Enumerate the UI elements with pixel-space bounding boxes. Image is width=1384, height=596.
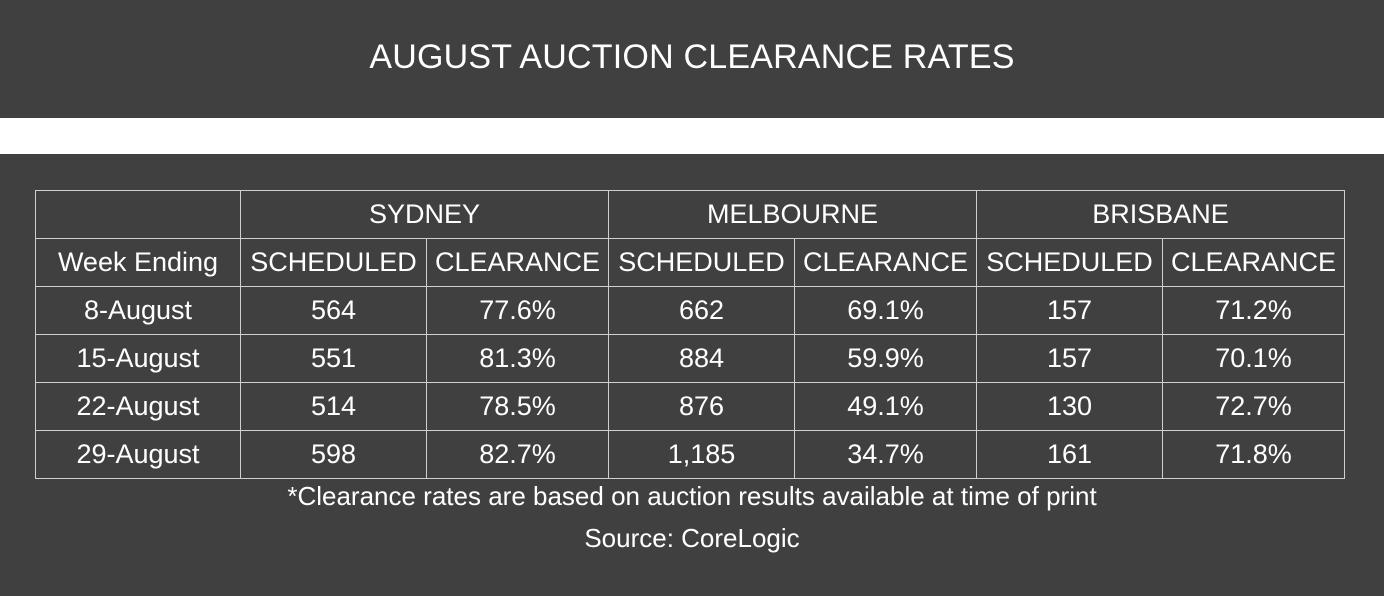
sydney-clearance-header: CLEARANCE <box>426 238 609 287</box>
melbourne-clearance-header: CLEARANCE <box>794 238 977 287</box>
source-credit: Source: CoreLogic <box>584 523 800 553</box>
melbourne-scheduled-cell: 876 <box>608 382 795 431</box>
week-ending-header: Week Ending <box>35 238 241 287</box>
brisbane-scheduled-header: SCHEDULED <box>976 238 1163 287</box>
melbourne-clearance-cell: 59.9% <box>794 334 977 383</box>
sydney-clearance-cell: 77.6% <box>426 286 609 335</box>
sydney-clearance-cell: 78.5% <box>426 382 609 431</box>
melbourne-clearance-cell: 34.7% <box>794 430 977 479</box>
clearance-table: SYDNEY MELBOURNE BRISBANE Week Ending SC… <box>35 190 1345 479</box>
week-cell: 29-August <box>35 430 241 479</box>
melbourne-scheduled-cell: 1,185 <box>608 430 795 479</box>
week-cell: 22-August <box>35 382 241 431</box>
table-row: 29-August 598 82.7% 1,185 34.7% 161 71.8% <box>35 430 1345 479</box>
melbourne-scheduled-header: SCHEDULED <box>608 238 795 287</box>
melbourne-clearance-cell: 69.1% <box>794 286 977 335</box>
sydney-scheduled-cell: 598 <box>240 430 427 479</box>
header-panel: AUGUST AUCTION CLEARANCE RATES <box>0 0 1384 118</box>
clearance-note: *Clearance rates are based on auction re… <box>287 481 1097 511</box>
brisbane-clearance-cell: 71.8% <box>1162 430 1345 479</box>
sydney-scheduled-cell: 551 <box>240 334 427 383</box>
sydney-clearance-cell: 82.7% <box>426 430 609 479</box>
table-row: 8-August 564 77.6% 662 69.1% 157 71.2% <box>35 286 1345 335</box>
sydney-scheduled-cell: 564 <box>240 286 427 335</box>
table-row: 15-August 551 81.3% 884 59.9% 157 70.1% <box>35 334 1345 383</box>
brisbane-scheduled-cell: 157 <box>976 334 1163 383</box>
empty-corner-cell <box>35 190 241 239</box>
brisbane-clearance-cell: 70.1% <box>1162 334 1345 383</box>
page-title: AUGUST AUCTION CLEARANCE RATES <box>369 38 1015 76</box>
city-header-melbourne: MELBOURNE <box>608 190 977 239</box>
city-header-sydney: SYDNEY <box>240 190 609 239</box>
sydney-scheduled-header: SCHEDULED <box>240 238 427 287</box>
city-header-row: SYDNEY MELBOURNE BRISBANE <box>35 190 1345 239</box>
brisbane-scheduled-cell: 157 <box>976 286 1163 335</box>
table-row: 22-August 514 78.5% 876 49.1% 130 72.7% <box>35 382 1345 431</box>
brisbane-clearance-cell: 72.7% <box>1162 382 1345 431</box>
week-cell: 15-August <box>35 334 241 383</box>
white-divider-band <box>0 118 1384 154</box>
melbourne-clearance-cell: 49.1% <box>794 382 977 431</box>
brisbane-scheduled-cell: 161 <box>976 430 1163 479</box>
city-header-brisbane: BRISBANE <box>976 190 1345 239</box>
sydney-clearance-cell: 81.3% <box>426 334 609 383</box>
brisbane-scheduled-cell: 130 <box>976 382 1163 431</box>
sydney-scheduled-cell: 514 <box>240 382 427 431</box>
melbourne-scheduled-cell: 884 <box>608 334 795 383</box>
column-header-row: Week Ending SCHEDULED CLEARANCE SCHEDULE… <box>35 238 1345 287</box>
brisbane-clearance-header: CLEARANCE <box>1162 238 1345 287</box>
brisbane-clearance-cell: 71.2% <box>1162 286 1345 335</box>
melbourne-scheduled-cell: 662 <box>608 286 795 335</box>
week-cell: 8-August <box>35 286 241 335</box>
